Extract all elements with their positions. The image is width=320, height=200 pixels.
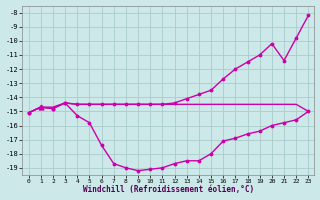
X-axis label: Windchill (Refroidissement éolien,°C): Windchill (Refroidissement éolien,°C): [83, 185, 254, 194]
